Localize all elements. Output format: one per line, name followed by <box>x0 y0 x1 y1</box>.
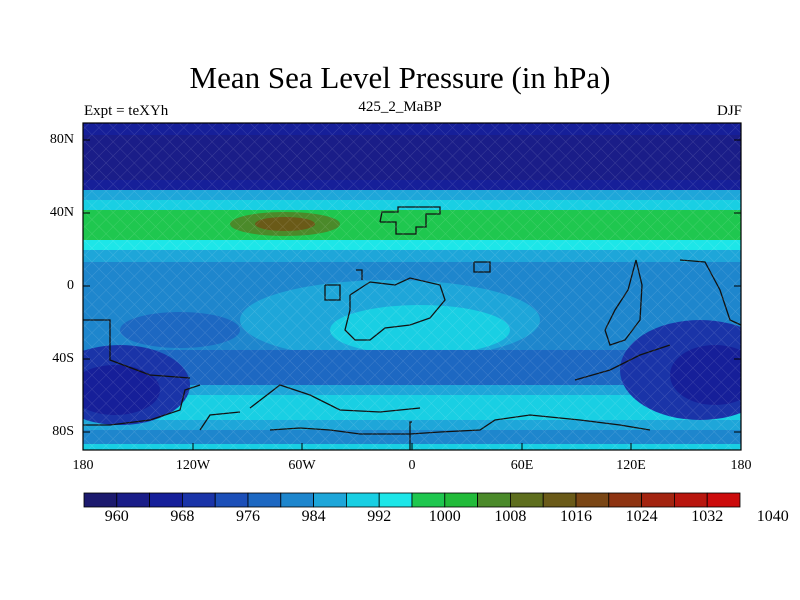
colorbar-box <box>247 492 282 508</box>
colorbar-label: 1000 <box>428 508 461 525</box>
lon-label-60w: 60W <box>288 458 316 473</box>
colorbar <box>83 492 741 508</box>
axis-ticks <box>82 139 742 450</box>
colorbar-label: 992 <box>367 508 392 525</box>
colorbar-box <box>378 492 413 508</box>
season-label: DJF <box>716 103 742 119</box>
colorbar-box <box>674 492 708 508</box>
colorbar-box <box>641 492 675 508</box>
colorbar-box <box>313 492 347 508</box>
colorbar-label: 1040 <box>756 508 789 525</box>
lon-label-60e: 60E <box>510 458 534 473</box>
colorbar-label: 976 <box>236 508 260 525</box>
colorbar-box <box>280 492 314 508</box>
colorbar-box <box>608 492 642 508</box>
colorbar-box <box>116 492 151 508</box>
pressure-field <box>83 123 741 450</box>
colorbar-box <box>509 492 544 508</box>
colorbar-box <box>214 492 249 508</box>
lon-label-120w: 120W <box>175 458 211 473</box>
colorbar-box <box>83 492 118 508</box>
period-label: 425_2_MaBP <box>358 99 442 115</box>
lon-label-120e: 120E <box>616 458 646 473</box>
experiment-label: Expt = teXYh <box>84 103 169 119</box>
lat-label-0: 0 <box>67 278 74 293</box>
colorbar-label: 968 <box>170 508 195 525</box>
colorbar-label: 960 <box>104 508 129 525</box>
colorbar-box <box>411 492 446 508</box>
colorbar-box <box>345 492 380 508</box>
lon-label-180e: 180 <box>730 458 752 473</box>
colorbar-label: 1016 <box>560 508 592 525</box>
lon-label-180w: 180 <box>72 458 94 473</box>
colorbar-label: 1032 <box>691 508 724 525</box>
colorbar-box <box>575 492 610 508</box>
colorbar-box <box>149 492 183 508</box>
colorbar-label: 984 <box>301 508 326 525</box>
colorbar-label: 1008 <box>494 508 527 525</box>
lat-label-40n: 40N <box>49 205 74 220</box>
lon-label-0: 0 <box>408 458 416 473</box>
colorbar-label: 1024 <box>625 508 658 525</box>
lat-label-80n: 80N <box>49 132 74 147</box>
colorbar-box <box>542 492 577 508</box>
colorbar-box <box>706 492 741 508</box>
map-title: Mean Sea Level Pressure (in hPa) <box>189 60 611 95</box>
lat-label-80s: 80S <box>52 424 74 439</box>
lat-label-40s: 40S <box>52 351 74 366</box>
colorbar-box <box>444 492 478 508</box>
colorbar-box <box>181 492 216 508</box>
colorbar-box <box>477 492 511 508</box>
